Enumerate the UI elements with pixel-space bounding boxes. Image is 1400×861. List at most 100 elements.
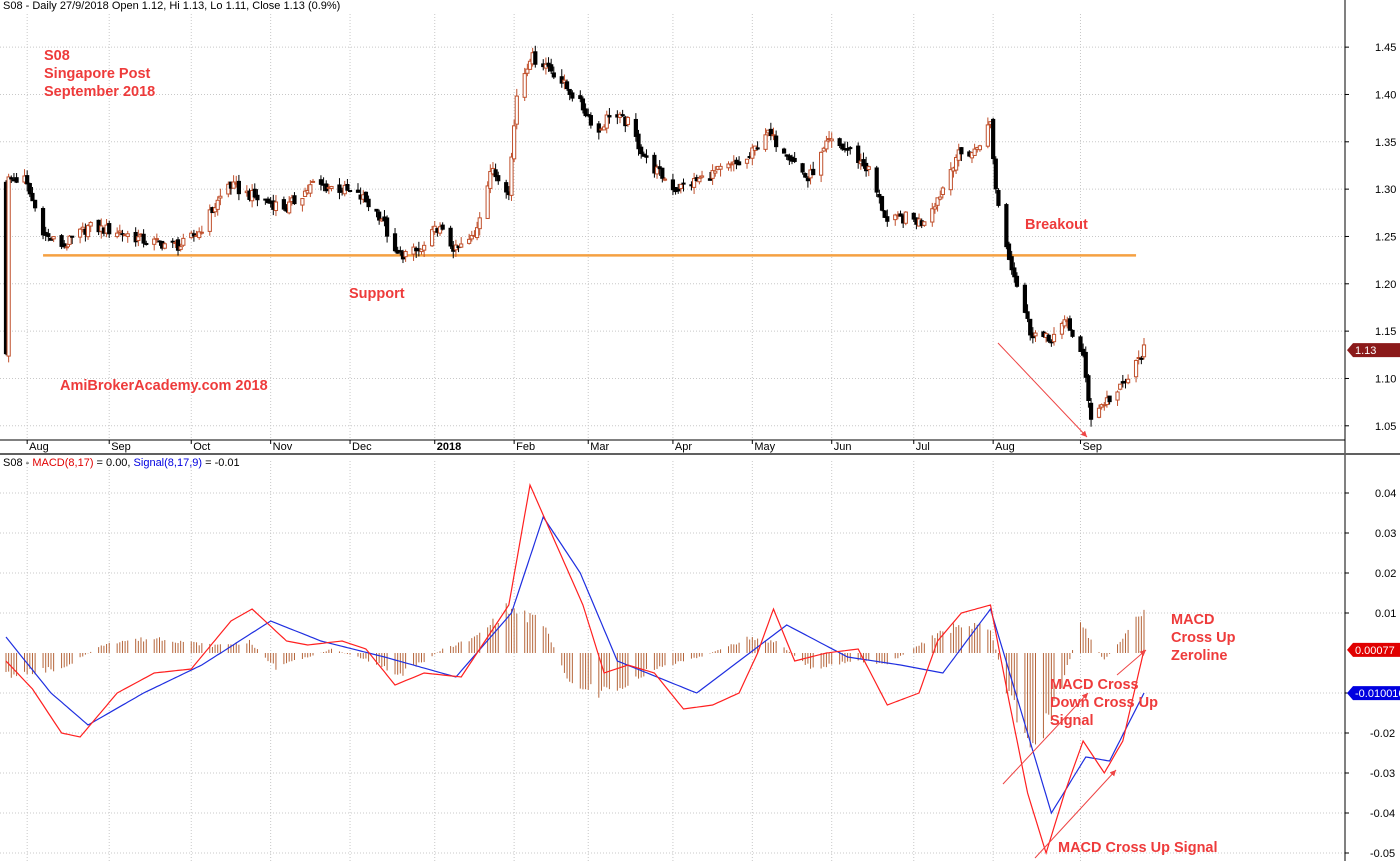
price-panel-header: S08 - Daily 27/9/2018 Open 1.12, Hi 1.13…	[3, 0, 340, 12]
last-price-tag-shape	[1347, 343, 1400, 358]
macd-value-tag-label: 0.00077	[1355, 645, 1395, 657]
price-y-tick-label: 1.45	[1375, 42, 1396, 54]
x-tick-label: Jul	[916, 441, 930, 453]
candle-body	[1009, 256, 1014, 271]
candle-body	[848, 147, 853, 150]
candle-body	[467, 238, 472, 244]
candle-body	[329, 185, 334, 189]
macd-y-tick-label: -0.03	[1370, 768, 1395, 780]
candle-body	[641, 153, 646, 157]
candle-body	[1028, 318, 1033, 336]
candle-body	[1118, 383, 1123, 390]
price-y-axis: 1.05 1.10 1.15 1.20 1.25 1.30 1.35 1.40 1.45	[1345, 42, 1396, 433]
candle-body	[1102, 404, 1107, 407]
candle-body	[771, 134, 776, 137]
price-y-tick-label: 1.35	[1375, 137, 1396, 149]
candle-body	[800, 163, 805, 173]
candle-body	[1051, 333, 1057, 343]
candle-body	[718, 165, 723, 170]
x-tick-label: Aug	[29, 441, 49, 453]
candle-body	[162, 243, 167, 249]
signal-header-value: = -0.01	[202, 457, 240, 469]
candle-body	[604, 114, 609, 129]
candle-body	[1115, 391, 1120, 401]
macd-cross-down-annotation: MACD Cross Down Cross Up Signal	[1050, 676, 1158, 730]
candle-body	[953, 157, 959, 171]
candle-body	[726, 163, 731, 169]
candle-body	[707, 178, 713, 181]
candle-body	[252, 188, 257, 198]
candle-body	[898, 213, 903, 217]
candle-body	[903, 211, 908, 224]
candle-body	[681, 182, 686, 185]
candle-body	[347, 189, 353, 192]
candle-body	[509, 156, 514, 196]
x-tick-label: Dec	[352, 441, 372, 453]
macd-y-tick-label: 0.01	[1375, 608, 1396, 620]
candle-body	[697, 177, 702, 183]
candle-body	[763, 134, 768, 150]
candle-body	[774, 135, 779, 148]
candle-body	[485, 185, 490, 219]
candle-body	[6, 176, 11, 357]
candle-body	[117, 230, 122, 233]
candle-body	[88, 221, 93, 227]
candle-body	[514, 95, 519, 125]
candle-body	[398, 250, 403, 253]
candle-body	[662, 178, 668, 181]
candle-body	[562, 79, 567, 83]
candle-body	[469, 235, 474, 240]
candle-body	[392, 233, 398, 252]
last-price-tag-label: 1.13	[1355, 345, 1376, 357]
candle-body	[345, 183, 350, 191]
candle-body	[930, 208, 935, 223]
candle-body	[940, 187, 945, 196]
candle-body	[437, 226, 443, 234]
macd-value-tag-shape	[1347, 642, 1400, 657]
candle-body	[525, 68, 530, 74]
macd-y-tick-label: -0.05	[1370, 848, 1395, 860]
candle-body	[879, 196, 885, 211]
candle-body	[551, 72, 556, 78]
cross-down-line-1: MACD Cross	[1050, 677, 1139, 693]
candle-body	[107, 223, 112, 235]
candle-body	[215, 199, 220, 210]
candle-body	[1006, 243, 1012, 260]
candle-body	[1049, 341, 1054, 344]
candle-body	[803, 173, 808, 178]
x-tick-label: Feb	[516, 441, 535, 453]
candle-body	[821, 147, 826, 152]
signal-value-tag: -0.010016	[1347, 686, 1400, 701]
candle-body	[27, 183, 32, 195]
candle-body	[1033, 332, 1038, 337]
candle-body	[231, 181, 236, 189]
candle-body	[691, 178, 697, 188]
signal-header-name: Signal(8,17,9)	[133, 457, 203, 469]
macd-cross-up-annotation: MACD Cross Up Signal	[1058, 840, 1218, 856]
chart-title-annotation: S08 Singapore Post September 2018	[44, 47, 155, 101]
candle-body	[678, 183, 683, 190]
zeroline-line-2: Cross Up	[1171, 630, 1236, 646]
title-period: September 2018	[44, 84, 156, 100]
candle-body	[1133, 359, 1139, 378]
macd-cross-down-arrow	[1002, 692, 1089, 785]
candle-body	[440, 224, 445, 230]
macd-y-tick-label: 0.02	[1375, 568, 1396, 580]
candle-body	[1141, 344, 1147, 358]
candle-body	[781, 148, 787, 154]
title-company: Singapore Post	[44, 66, 151, 82]
price-y-tick-label: 1.40	[1375, 89, 1396, 101]
candle-body	[633, 118, 638, 137]
candle-body	[1083, 351, 1088, 378]
candle-body	[911, 212, 916, 220]
candle-body	[580, 98, 586, 111]
candle-body	[292, 195, 297, 205]
candle-body	[170, 240, 175, 243]
macd-line	[5, 482, 1145, 856]
candle-body	[366, 198, 371, 208]
candle-body	[199, 231, 204, 234]
candle-body	[660, 167, 665, 179]
candle-body	[474, 227, 480, 239]
candle-body	[120, 233, 125, 236]
candle-body	[40, 208, 46, 236]
